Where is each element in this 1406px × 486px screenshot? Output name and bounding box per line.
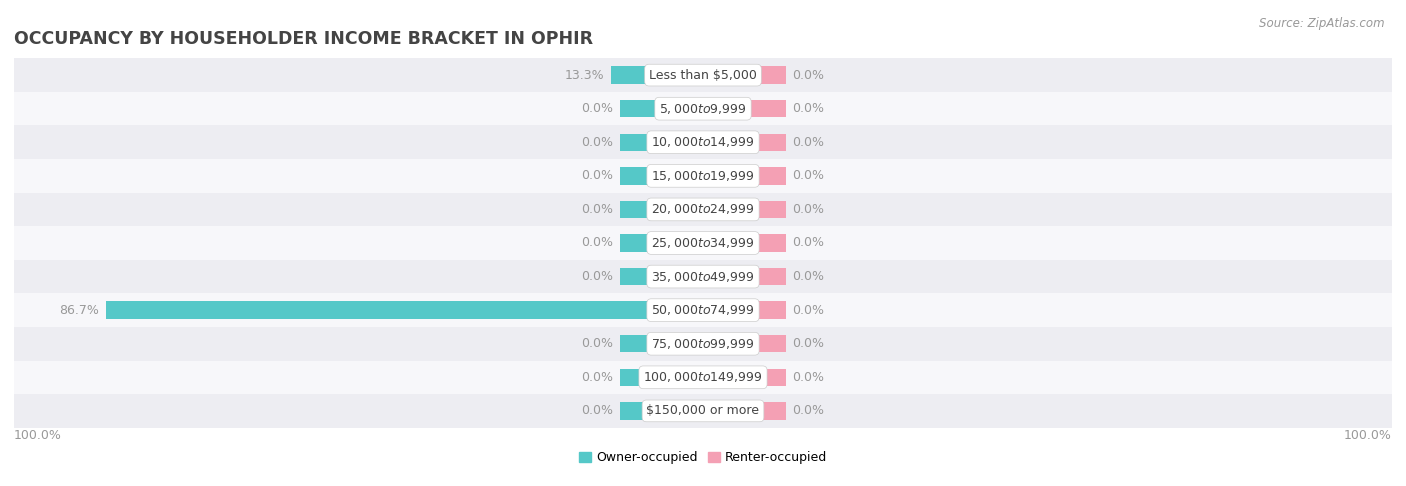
Text: 0.0%: 0.0% xyxy=(793,337,824,350)
Bar xyxy=(14,58,1392,92)
Text: 0.0%: 0.0% xyxy=(793,169,824,182)
Bar xyxy=(703,201,786,218)
Text: 0.0%: 0.0% xyxy=(793,136,824,149)
Text: 0.0%: 0.0% xyxy=(582,102,613,115)
Text: 86.7%: 86.7% xyxy=(59,304,98,317)
Text: 0.0%: 0.0% xyxy=(793,270,824,283)
Bar xyxy=(620,368,703,386)
Text: $25,000 to $34,999: $25,000 to $34,999 xyxy=(651,236,755,250)
Text: 0.0%: 0.0% xyxy=(582,270,613,283)
Text: 0.0%: 0.0% xyxy=(793,203,824,216)
Text: 0.0%: 0.0% xyxy=(793,404,824,417)
Bar xyxy=(703,100,786,118)
Text: 0.0%: 0.0% xyxy=(793,102,824,115)
Text: 0.0%: 0.0% xyxy=(582,169,613,182)
Text: $15,000 to $19,999: $15,000 to $19,999 xyxy=(651,169,755,183)
Text: 0.0%: 0.0% xyxy=(582,404,613,417)
Bar xyxy=(14,361,1392,394)
Bar xyxy=(620,335,703,352)
Bar xyxy=(620,268,703,285)
Bar xyxy=(105,301,703,319)
Text: $100,000 to $149,999: $100,000 to $149,999 xyxy=(644,370,762,384)
Text: $50,000 to $74,999: $50,000 to $74,999 xyxy=(651,303,755,317)
Bar xyxy=(703,335,786,352)
Bar xyxy=(703,167,786,185)
Text: 0.0%: 0.0% xyxy=(582,136,613,149)
Bar xyxy=(620,100,703,118)
Bar xyxy=(703,134,786,151)
Bar xyxy=(703,268,786,285)
Text: OCCUPANCY BY HOUSEHOLDER INCOME BRACKET IN OPHIR: OCCUPANCY BY HOUSEHOLDER INCOME BRACKET … xyxy=(14,31,593,49)
Text: $10,000 to $14,999: $10,000 to $14,999 xyxy=(651,135,755,149)
Text: 0.0%: 0.0% xyxy=(793,69,824,82)
Bar xyxy=(703,402,786,419)
Bar xyxy=(14,394,1392,428)
Text: 0.0%: 0.0% xyxy=(582,237,613,249)
Bar xyxy=(14,92,1392,125)
Bar xyxy=(703,67,786,84)
Text: 0.0%: 0.0% xyxy=(793,371,824,384)
Bar xyxy=(620,134,703,151)
Text: 0.0%: 0.0% xyxy=(582,203,613,216)
Bar xyxy=(14,327,1392,361)
Text: 100.0%: 100.0% xyxy=(14,429,62,442)
Bar xyxy=(620,167,703,185)
Bar xyxy=(703,368,786,386)
Bar xyxy=(620,201,703,218)
Bar xyxy=(14,159,1392,192)
Bar xyxy=(14,294,1392,327)
Text: $75,000 to $99,999: $75,000 to $99,999 xyxy=(651,337,755,351)
Text: 0.0%: 0.0% xyxy=(793,237,824,249)
Text: 0.0%: 0.0% xyxy=(793,304,824,317)
Bar xyxy=(620,234,703,252)
Text: Less than $5,000: Less than $5,000 xyxy=(650,69,756,82)
Text: 100.0%: 100.0% xyxy=(1344,429,1392,442)
Text: 0.0%: 0.0% xyxy=(582,337,613,350)
Text: 0.0%: 0.0% xyxy=(582,371,613,384)
Text: Source: ZipAtlas.com: Source: ZipAtlas.com xyxy=(1260,17,1385,30)
Bar xyxy=(703,234,786,252)
Text: $35,000 to $49,999: $35,000 to $49,999 xyxy=(651,270,755,283)
Text: $5,000 to $9,999: $5,000 to $9,999 xyxy=(659,102,747,116)
Text: $20,000 to $24,999: $20,000 to $24,999 xyxy=(651,203,755,216)
Bar xyxy=(620,402,703,419)
Bar xyxy=(14,125,1392,159)
Text: $150,000 or more: $150,000 or more xyxy=(647,404,759,417)
Bar xyxy=(14,192,1392,226)
Bar xyxy=(612,67,703,84)
Text: 13.3%: 13.3% xyxy=(565,69,605,82)
Bar xyxy=(14,226,1392,260)
Legend: Owner-occupied, Renter-occupied: Owner-occupied, Renter-occupied xyxy=(574,447,832,469)
Bar xyxy=(14,260,1392,294)
Bar xyxy=(703,301,786,319)
